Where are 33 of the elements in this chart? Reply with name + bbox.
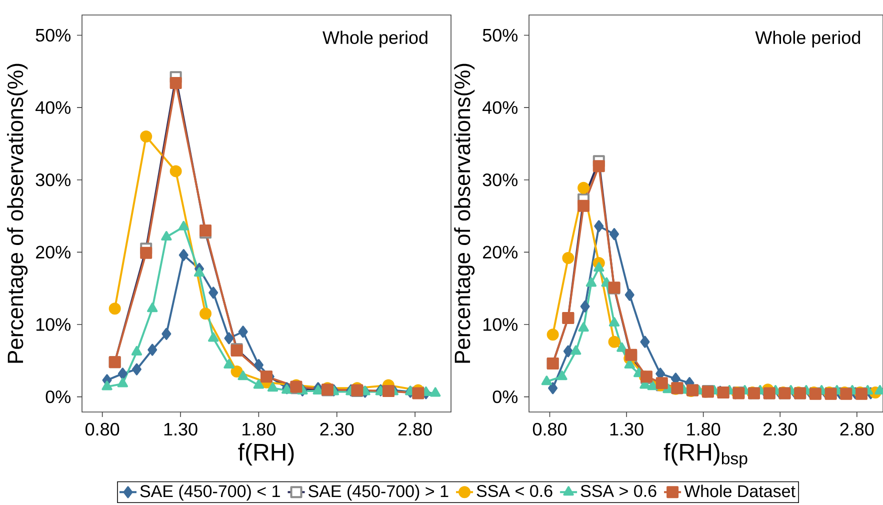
legend-label: Whole Dataset xyxy=(684,484,796,498)
x-tick-label: 2.30 xyxy=(320,422,354,436)
x-tick-label: 1.80 xyxy=(687,422,720,436)
legend-label: SSA > 0.6 xyxy=(580,484,656,497)
x-axis-title: f(RH) xyxy=(238,443,294,466)
x-tick-label: 1.30 xyxy=(610,422,644,436)
y-tick-label: 50% xyxy=(482,28,518,42)
y-tick-label: 30% xyxy=(482,174,518,186)
y-tick-label: 10% xyxy=(36,318,70,331)
y-tick-label: 40% xyxy=(36,101,70,114)
annotation: Whole period xyxy=(755,30,860,48)
x-tick-label: 2.30 xyxy=(764,422,797,436)
legend-label: SSA < 0.6 xyxy=(476,484,552,497)
y-tick-label: 20% xyxy=(483,246,518,259)
x-tick-label: 1.80 xyxy=(242,422,276,436)
y-axis-title: Percentage of observations(%) xyxy=(454,64,475,363)
y-tick-label: 30% xyxy=(36,174,70,186)
x-axis-title: f(RH)$_{bsp}$ xyxy=(664,443,748,468)
y-tick-label: 40% xyxy=(482,101,518,114)
y-tick-label: 0% xyxy=(492,390,518,404)
x-tick-label: 2.80 xyxy=(840,422,874,436)
annotation: Whole period xyxy=(322,30,428,48)
y-tick-label: 50% xyxy=(36,28,70,42)
y-axis-title: Percentage of observations(%) xyxy=(7,64,28,363)
y-tick-label: 10% xyxy=(483,318,518,331)
x-tick-label: 2.80 xyxy=(398,422,432,436)
legend-label: SAE (450-700) < 1 xyxy=(140,484,280,501)
y-tick-label: 20% xyxy=(36,246,70,259)
x-tick-label: 0.80 xyxy=(532,422,567,436)
legend-label: SAE (450-700) > 1 xyxy=(308,484,448,501)
x-tick-label: 1.30 xyxy=(164,422,198,436)
x-tick-label: 0.80 xyxy=(86,422,120,436)
y-tick-label: 0% xyxy=(46,390,70,404)
